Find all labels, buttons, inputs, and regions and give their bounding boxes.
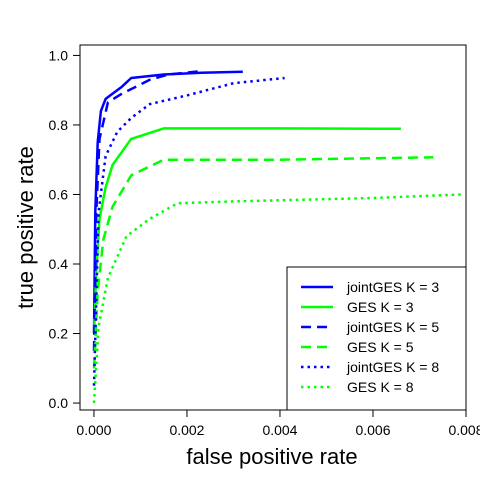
legend-label-1: jointGES K = 3 [346,279,439,295]
x-axis: 0.000 0.002 0.004 0.006 0.008 [76,410,480,438]
y-tick-label: 0.6 [49,186,69,202]
series-line-5 [92,76,285,386]
y-tick-label: 0.2 [49,326,69,342]
legend-label-3: jointGES K = 5 [346,319,439,335]
legend: jointGES K = 3 GES K = 3 jointGES K = 5 GES… [286,266,467,411]
y-tick-label: 0.8 [49,117,69,133]
legend-label-6: GES K = 8 [347,379,414,395]
series-line-4 [92,156,434,369]
y-tick-label: 0.0 [49,395,69,411]
x-tick-label: 0.008 [448,422,480,438]
plot-area-frame [79,44,467,411]
legend-label-4: GES K = 5 [347,339,414,355]
x-tick-label: 0.000 [76,422,111,438]
series-line-1 [92,70,243,334]
x-tick-label: 0.006 [355,422,390,438]
y-tick-label: 1.0 [49,47,69,63]
legend-label-2: GES K = 3 [347,299,414,315]
series-layer [92,69,462,404]
series-line-3 [92,69,202,351]
x-axis-title: false positive rate [186,444,357,469]
legend-box [286,266,467,411]
y-axis-title: true positive rate [13,146,38,309]
series-line-6 [92,193,462,404]
x-tick-label: 0.002 [169,422,204,438]
y-axis: 0.0 0.2 0.4 0.6 0.8 1.0 [49,47,80,411]
x-tick-label: 0.004 [262,422,297,438]
legend-label-5: jointGES K = 8 [346,359,439,375]
y-tick-label: 0.4 [49,256,69,272]
